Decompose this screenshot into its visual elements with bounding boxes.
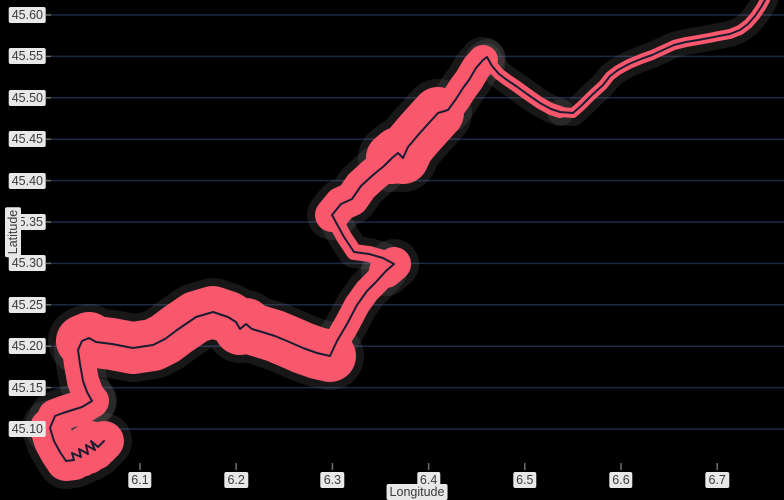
x-tick-label: 6.6 [609, 472, 633, 488]
x-tick-label: 6.5 [513, 472, 537, 488]
y-axis-title: Latitude [5, 206, 21, 258]
y-tick-label: 45.60 [8, 7, 46, 23]
x-tick-label: 6.7 [705, 472, 729, 488]
route-line [49, 0, 766, 462]
y-tick-label: 45.55 [8, 48, 46, 65]
x-tick-label: 6.1 [128, 472, 152, 488]
x-axis-title: Longitude [386, 484, 448, 500]
y-tick-label: 45.10 [8, 421, 46, 437]
y-tick-label: 45.20 [8, 338, 46, 355]
y-tick-label: 45.40 [8, 172, 46, 189]
y-tick-label: 45.45 [8, 131, 46, 148]
x-tick-label: 6.2 [224, 472, 248, 488]
x-tick-label: 6.3 [320, 472, 345, 488]
y-tick-label: 45.15 [8, 379, 46, 396]
y-tick-label: 45.30 [8, 255, 46, 272]
y-tick-label: 45.25 [8, 296, 46, 313]
y-tick-label: 45.50 [8, 89, 46, 106]
